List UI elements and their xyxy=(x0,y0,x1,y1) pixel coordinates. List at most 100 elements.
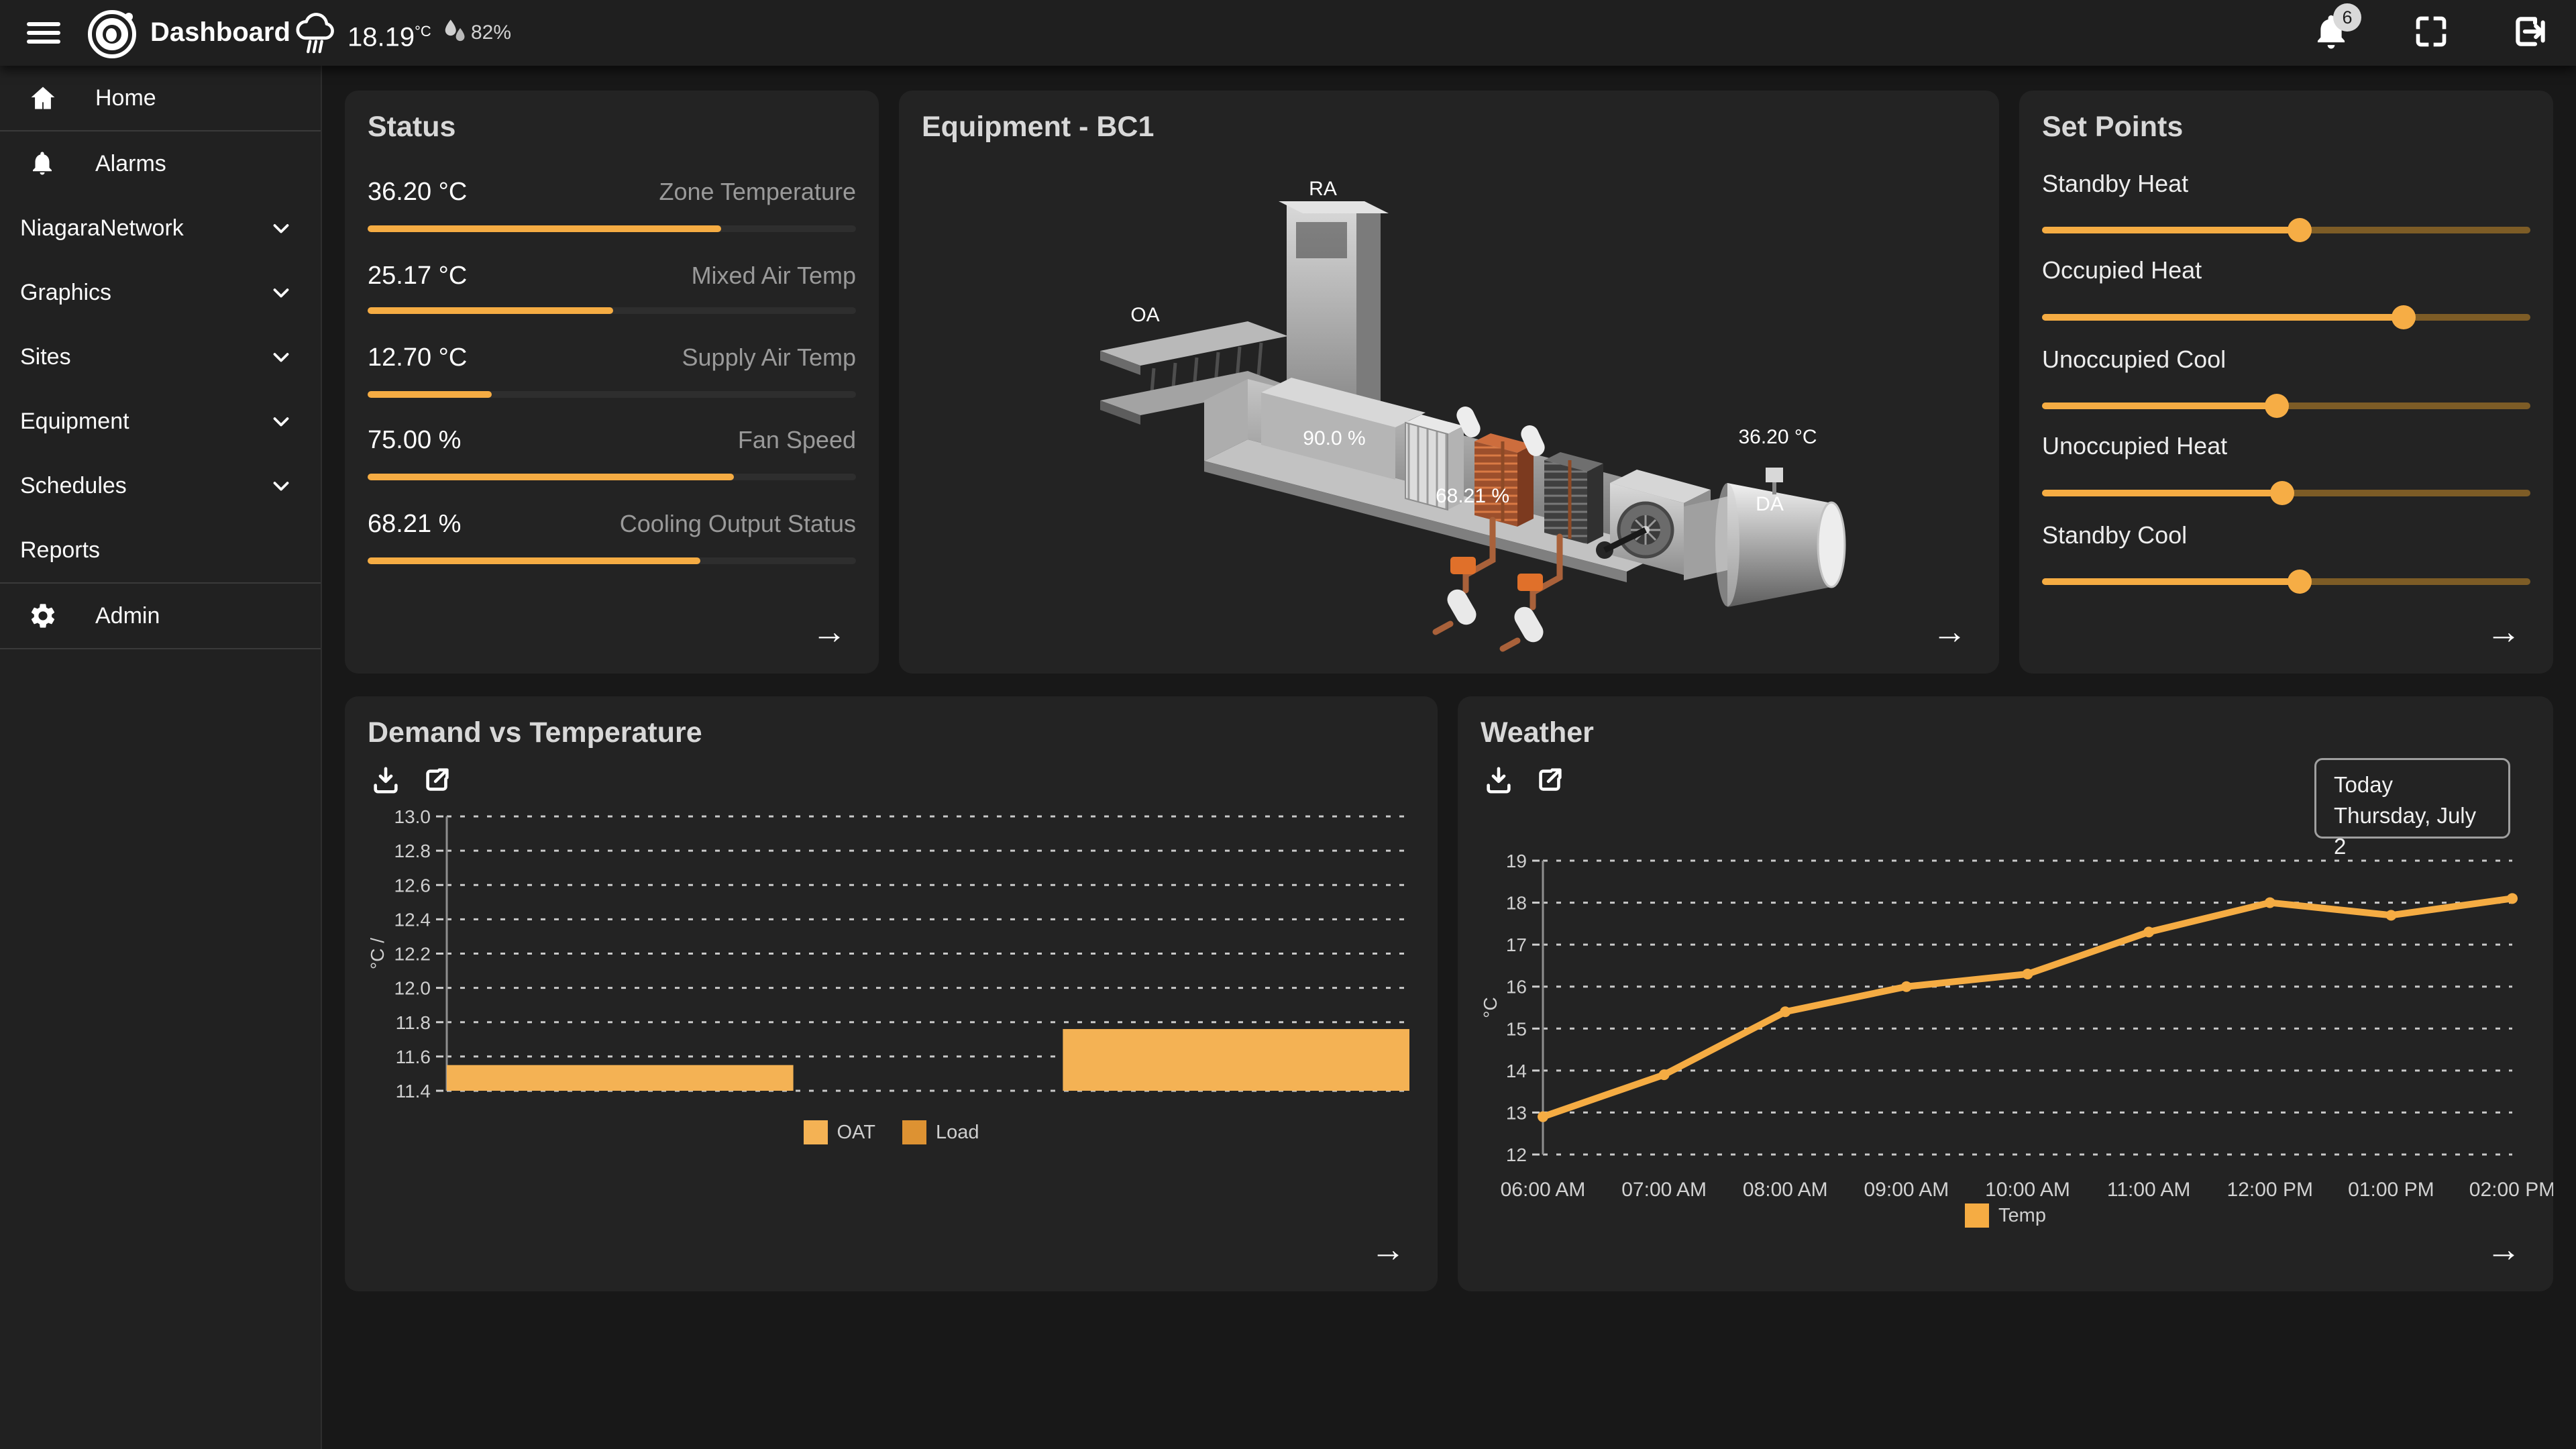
demand-bar-chart: 13.0 12.8 12.6 12.4 12.2 12.0 11.8 11.6 11.4 °C / xyxy=(367,806,1409,1102)
svg-text:01:00 PM: 01:00 PM xyxy=(2348,1179,2434,1201)
svg-text:07:00 AM: 07:00 AM xyxy=(1621,1179,1707,1201)
sidebar-item-admin[interactable]: Admin xyxy=(0,584,321,648)
discharge-temp-value: 36.20 °C xyxy=(1738,426,1817,448)
status-card-title: Status xyxy=(368,111,456,143)
sidebar-divider xyxy=(0,648,321,649)
weather-chart-card: Weather Today Thursday, July 2 19 18 17 16 1… xyxy=(1458,696,2553,1291)
sidebar-item-sites[interactable]: Sites xyxy=(0,325,321,389)
metric-label: Cooling Output Status xyxy=(619,510,856,537)
sidebar-item-alarms[interactable]: Alarms xyxy=(0,131,321,196)
metric-label: Fan Speed xyxy=(737,426,856,453)
slider-handle[interactable] xyxy=(2265,394,2290,418)
demand-card-arrow[interactable]: → xyxy=(1371,1230,1405,1269)
setpoint-slider-standby-heat[interactable] xyxy=(2042,218,2530,242)
setpoint-slider-unoccupied-cool[interactable] xyxy=(2042,394,2530,418)
main-content: Status 36.20 °C Zone Temperature 25.17 °C M… xyxy=(323,66,2576,1449)
equipment-card-title: Equipment - BC1 xyxy=(922,111,1155,143)
oa-label: OA xyxy=(1130,304,1160,326)
slider-handle[interactable] xyxy=(2270,481,2295,505)
setpoint-label: Unoccupied Cool xyxy=(2042,345,2226,373)
metric-value: 68.21 % xyxy=(368,510,462,538)
svg-text:12.2: 12.2 xyxy=(394,944,431,965)
svg-text:12:00 PM: 12:00 PM xyxy=(2227,1179,2313,1201)
metric-label: Supply Air Temp xyxy=(682,343,856,371)
brand-logo-icon xyxy=(85,5,140,64)
chevron-down-icon[interactable] xyxy=(268,344,294,370)
weather-card-arrow[interactable]: → xyxy=(2486,1230,2521,1269)
legend-item: OAT xyxy=(803,1120,875,1144)
setpoint-label: Standby Heat xyxy=(2042,170,2189,197)
metric-value: 25.17 °C xyxy=(368,262,468,290)
equipment-card-arrow[interactable]: → xyxy=(1932,612,1967,651)
setpoint-slider-occupied-heat[interactable] xyxy=(2042,305,2530,329)
logout-icon[interactable] xyxy=(2512,13,2549,54)
svg-text:18: 18 xyxy=(1506,893,1527,914)
chevron-down-icon[interactable] xyxy=(268,215,294,241)
metric-progress-bar xyxy=(368,474,856,480)
metric-progress-bar xyxy=(368,557,856,564)
svg-text:10:00 AM: 10:00 AM xyxy=(1985,1179,2070,1201)
svg-text:15: 15 xyxy=(1506,1018,1527,1039)
setpoint-slider-unoccupied-heat[interactable] xyxy=(2042,481,2530,505)
open-external-icon[interactable] xyxy=(1534,765,1565,796)
open-external-icon[interactable] xyxy=(421,765,452,796)
setpoint-slider-standby-cool[interactable] xyxy=(2042,570,2530,594)
sidebar-item-reports[interactable]: Reports xyxy=(0,518,321,582)
metric-progress-bar xyxy=(368,307,856,314)
sidebar-item-label: Home xyxy=(95,85,156,111)
svg-text:19: 19 xyxy=(1506,851,1527,871)
download-icon[interactable] xyxy=(370,765,401,796)
download-icon[interactable] xyxy=(1483,765,1514,796)
topbar-humidity: 82% xyxy=(440,16,511,50)
sidebar-item-schedules[interactable]: Schedules xyxy=(0,453,321,518)
legend-item: Load xyxy=(902,1120,979,1144)
legend-item: Temp xyxy=(1965,1203,2046,1228)
slider-handle[interactable] xyxy=(2391,305,2416,329)
svg-text:12.4: 12.4 xyxy=(394,909,431,930)
ahu-3d-graphic: RA OA 90.0 % 68.21 % 36.20 °C DA xyxy=(899,91,1999,674)
home-icon xyxy=(28,83,58,113)
svg-text:12.8: 12.8 xyxy=(394,841,431,861)
setpoint-label: Standby Cool xyxy=(2042,521,2188,549)
svg-text:14: 14 xyxy=(1506,1061,1527,1081)
sidebar-item-graphics[interactable]: Graphics xyxy=(0,260,321,325)
humidity-drops-icon xyxy=(445,19,465,42)
menu-icon[interactable] xyxy=(27,17,60,48)
sidebar-item-niagaranetwork[interactable]: NiagaraNetwork xyxy=(0,196,321,260)
slider-fill xyxy=(2042,314,2404,321)
status-metric-row: 68.21 % Cooling Output Status xyxy=(368,510,856,539)
notifications-bell-icon[interactable]: 6 xyxy=(2313,3,2361,53)
sidebar-item-equipment[interactable]: Equipment xyxy=(0,389,321,453)
svg-text:11.6: 11.6 xyxy=(396,1046,431,1067)
today-date: Thursday, July 2 xyxy=(2334,803,2477,859)
sidebar-item-home[interactable]: Home xyxy=(0,66,321,130)
metric-progress-bar xyxy=(368,391,856,398)
fullscreen-icon[interactable] xyxy=(2414,14,2449,52)
weather-line-chart: 19 18 17 16 15 14 13 12 °C 06:00 AM 07:00 AM 08:00 … xyxy=(1480,851,2553,1201)
sidebar-item-label: Sites xyxy=(20,343,71,370)
setpoint-label: Unoccupied Heat xyxy=(2042,432,2228,460)
slider-handle[interactable] xyxy=(2288,218,2312,242)
svg-text:11:00 AM: 11:00 AM xyxy=(2107,1179,2191,1201)
slider-handle[interactable] xyxy=(2288,570,2312,594)
cooling-valve-value: 68.21 % xyxy=(1435,485,1510,507)
svg-text:13: 13 xyxy=(1506,1102,1527,1123)
status-card: Status 36.20 °C Zone Temperature 25.17 °C M… xyxy=(345,91,879,674)
svg-text:16: 16 xyxy=(1506,977,1527,998)
chevron-down-icon[interactable] xyxy=(268,409,294,434)
notification-badge: 6 xyxy=(2333,3,2361,32)
weather-chart-title: Weather xyxy=(1481,716,1594,749)
status-card-arrow[interactable]: → xyxy=(812,612,847,651)
setpoints-card-title: Set Points xyxy=(2042,111,2184,143)
today-date-box: Today Thursday, July 2 xyxy=(2314,758,2510,859)
sidebar-item-label: Alarms xyxy=(95,150,166,176)
setpoints-card-arrow[interactable]: → xyxy=(2486,612,2521,651)
gear-icon xyxy=(28,601,58,631)
chevron-down-icon[interactable] xyxy=(268,280,294,305)
ra-label: RA xyxy=(1309,178,1337,200)
svg-text:12.6: 12.6 xyxy=(394,875,431,896)
chevron-down-icon[interactable] xyxy=(268,473,294,498)
sidebar-divider xyxy=(0,582,321,584)
today-label: Today xyxy=(2334,772,2394,797)
svg-text:12.0: 12.0 xyxy=(394,978,431,999)
